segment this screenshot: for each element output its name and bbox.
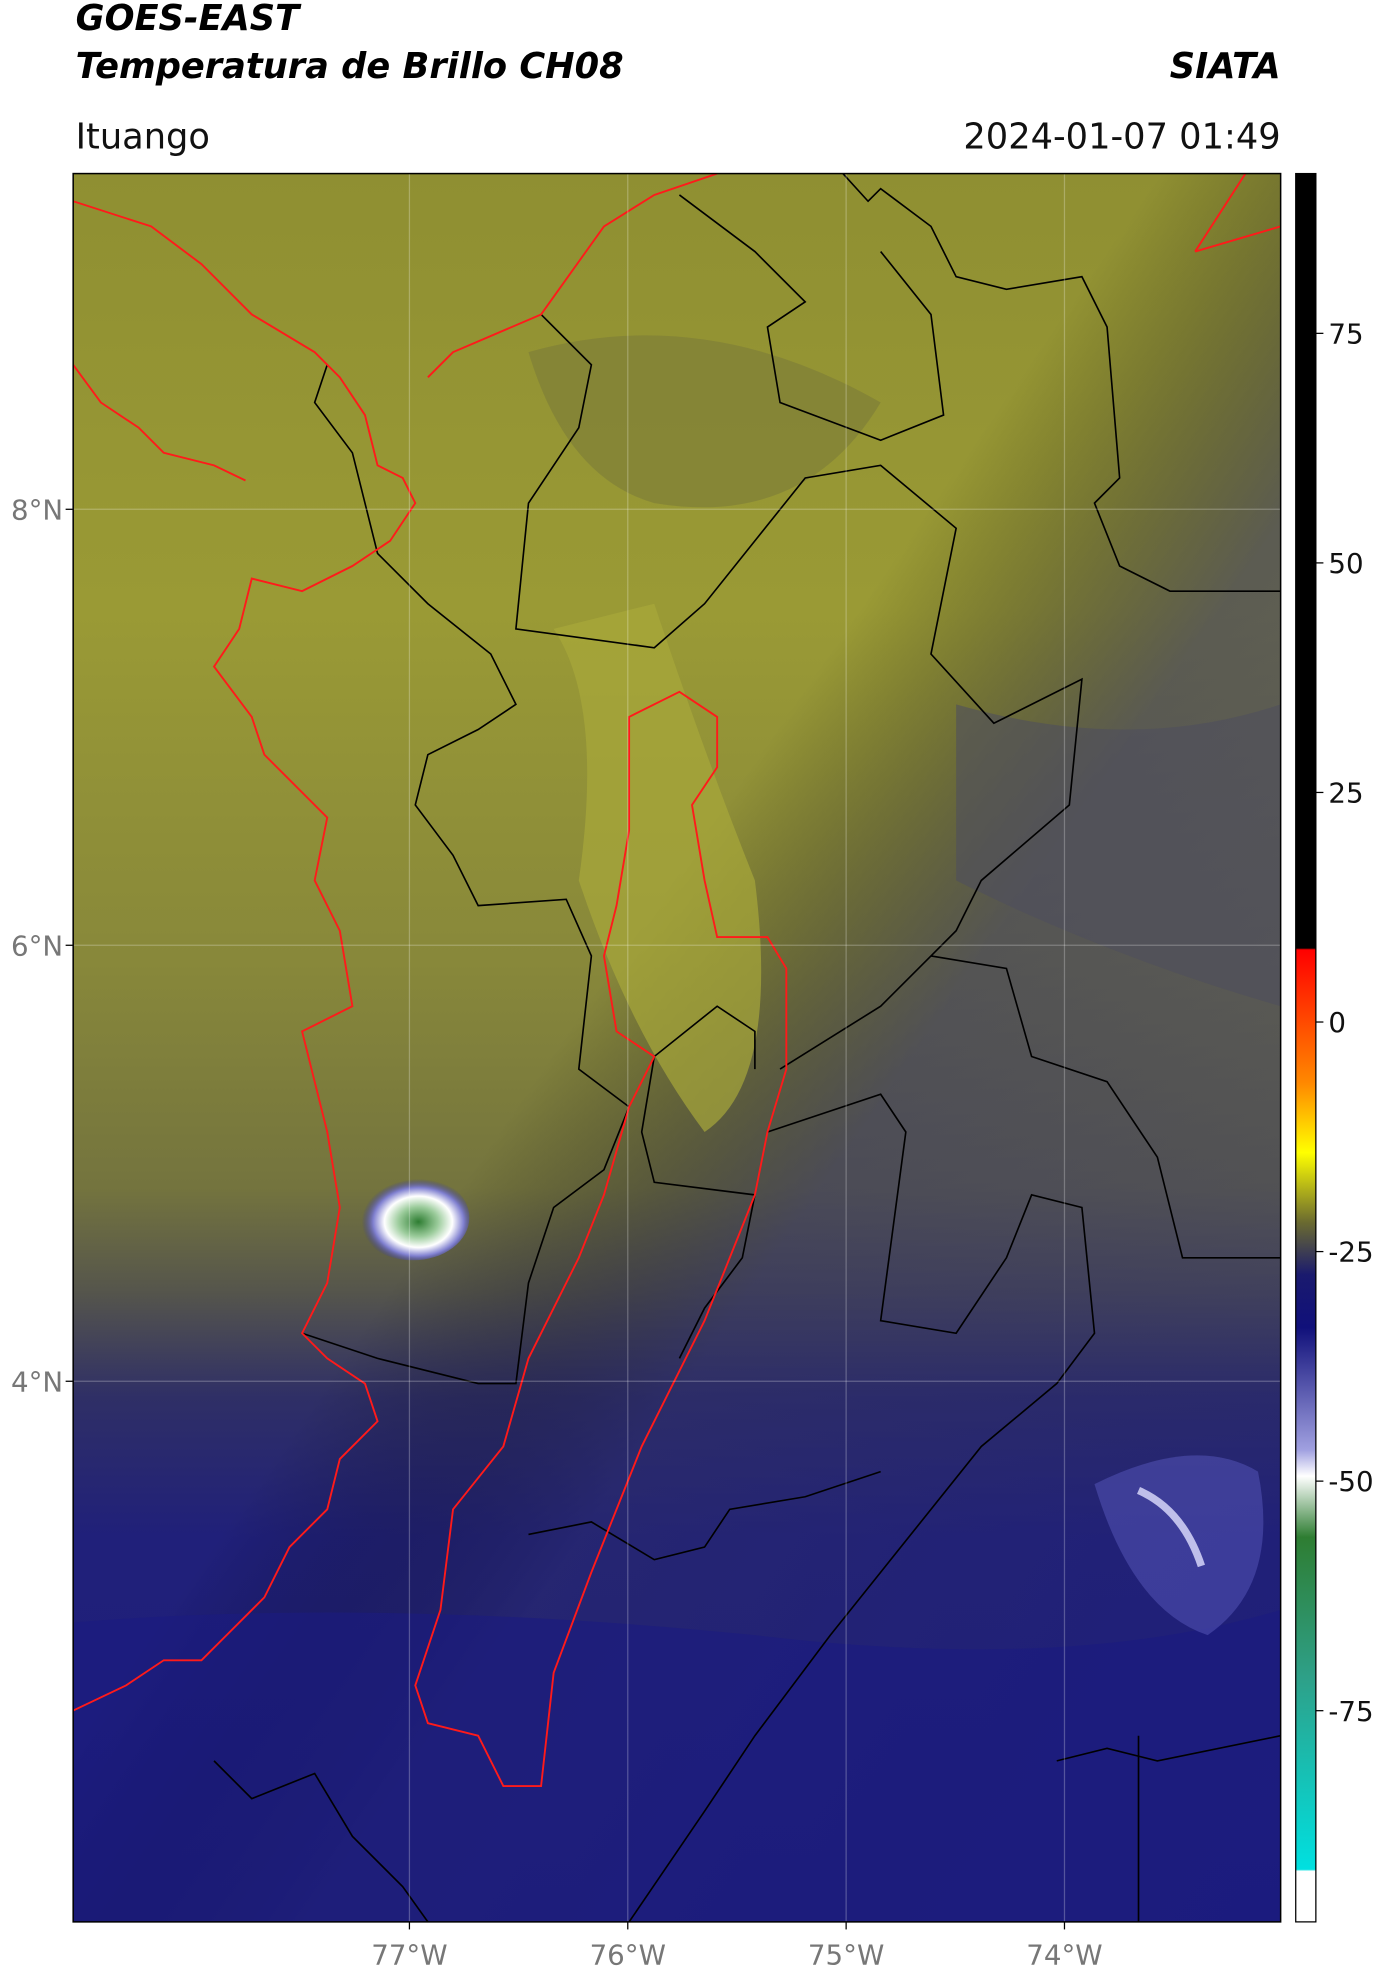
- cold-patch: [1094, 1455, 1264, 1636]
- colorbar: [1295, 172, 1317, 1923]
- colorbar-tick-label: -75: [1328, 1695, 1373, 1728]
- lat-tick-label: 6°N: [11, 929, 63, 962]
- warm-band: [553, 603, 762, 1132]
- lon-tick-label: 77°W: [371, 1939, 447, 1972]
- cool-patch: [528, 335, 881, 508]
- colorbar-tick-label: -25: [1328, 1236, 1373, 1269]
- cool-patch: [956, 704, 1281, 1007]
- title: GOES-EAST: [76, 0, 302, 39]
- map: [73, 173, 1281, 1922]
- colorbar-tick-label: -50: [1328, 1465, 1373, 1498]
- lat-tick-label: 8°N: [11, 493, 63, 526]
- lon-tick-label: 75°W: [808, 1939, 884, 1972]
- lon-tick-label: 76°W: [590, 1939, 666, 1972]
- cold-band: [73, 1609, 1281, 1922]
- brand: SIATA: [1170, 46, 1281, 87]
- convective-cloud: [356, 1174, 470, 1261]
- map-frame: [72, 172, 1282, 1923]
- lat-tick-label: 4°N: [11, 1365, 63, 1398]
- lon-tick-label: 74°W: [1026, 1939, 1102, 1972]
- cloud-streak: [1136, 1486, 1205, 1568]
- subtitle: Temperatura de Brillo CH08: [76, 46, 624, 87]
- boundaries: [213, 173, 1281, 1922]
- location: Ituango: [76, 116, 210, 157]
- grid: [73, 173, 1281, 1922]
- colorbar-tick-label: 50: [1328, 547, 1363, 580]
- datetime: 2024-01-07 01:49: [963, 116, 1280, 157]
- colorbar-tick-label: 75: [1328, 317, 1363, 350]
- colorbar-tick-label: 0: [1328, 1006, 1346, 1039]
- colorbar-tick-label: 25: [1328, 777, 1363, 810]
- red-outlines: [73, 173, 1281, 1787]
